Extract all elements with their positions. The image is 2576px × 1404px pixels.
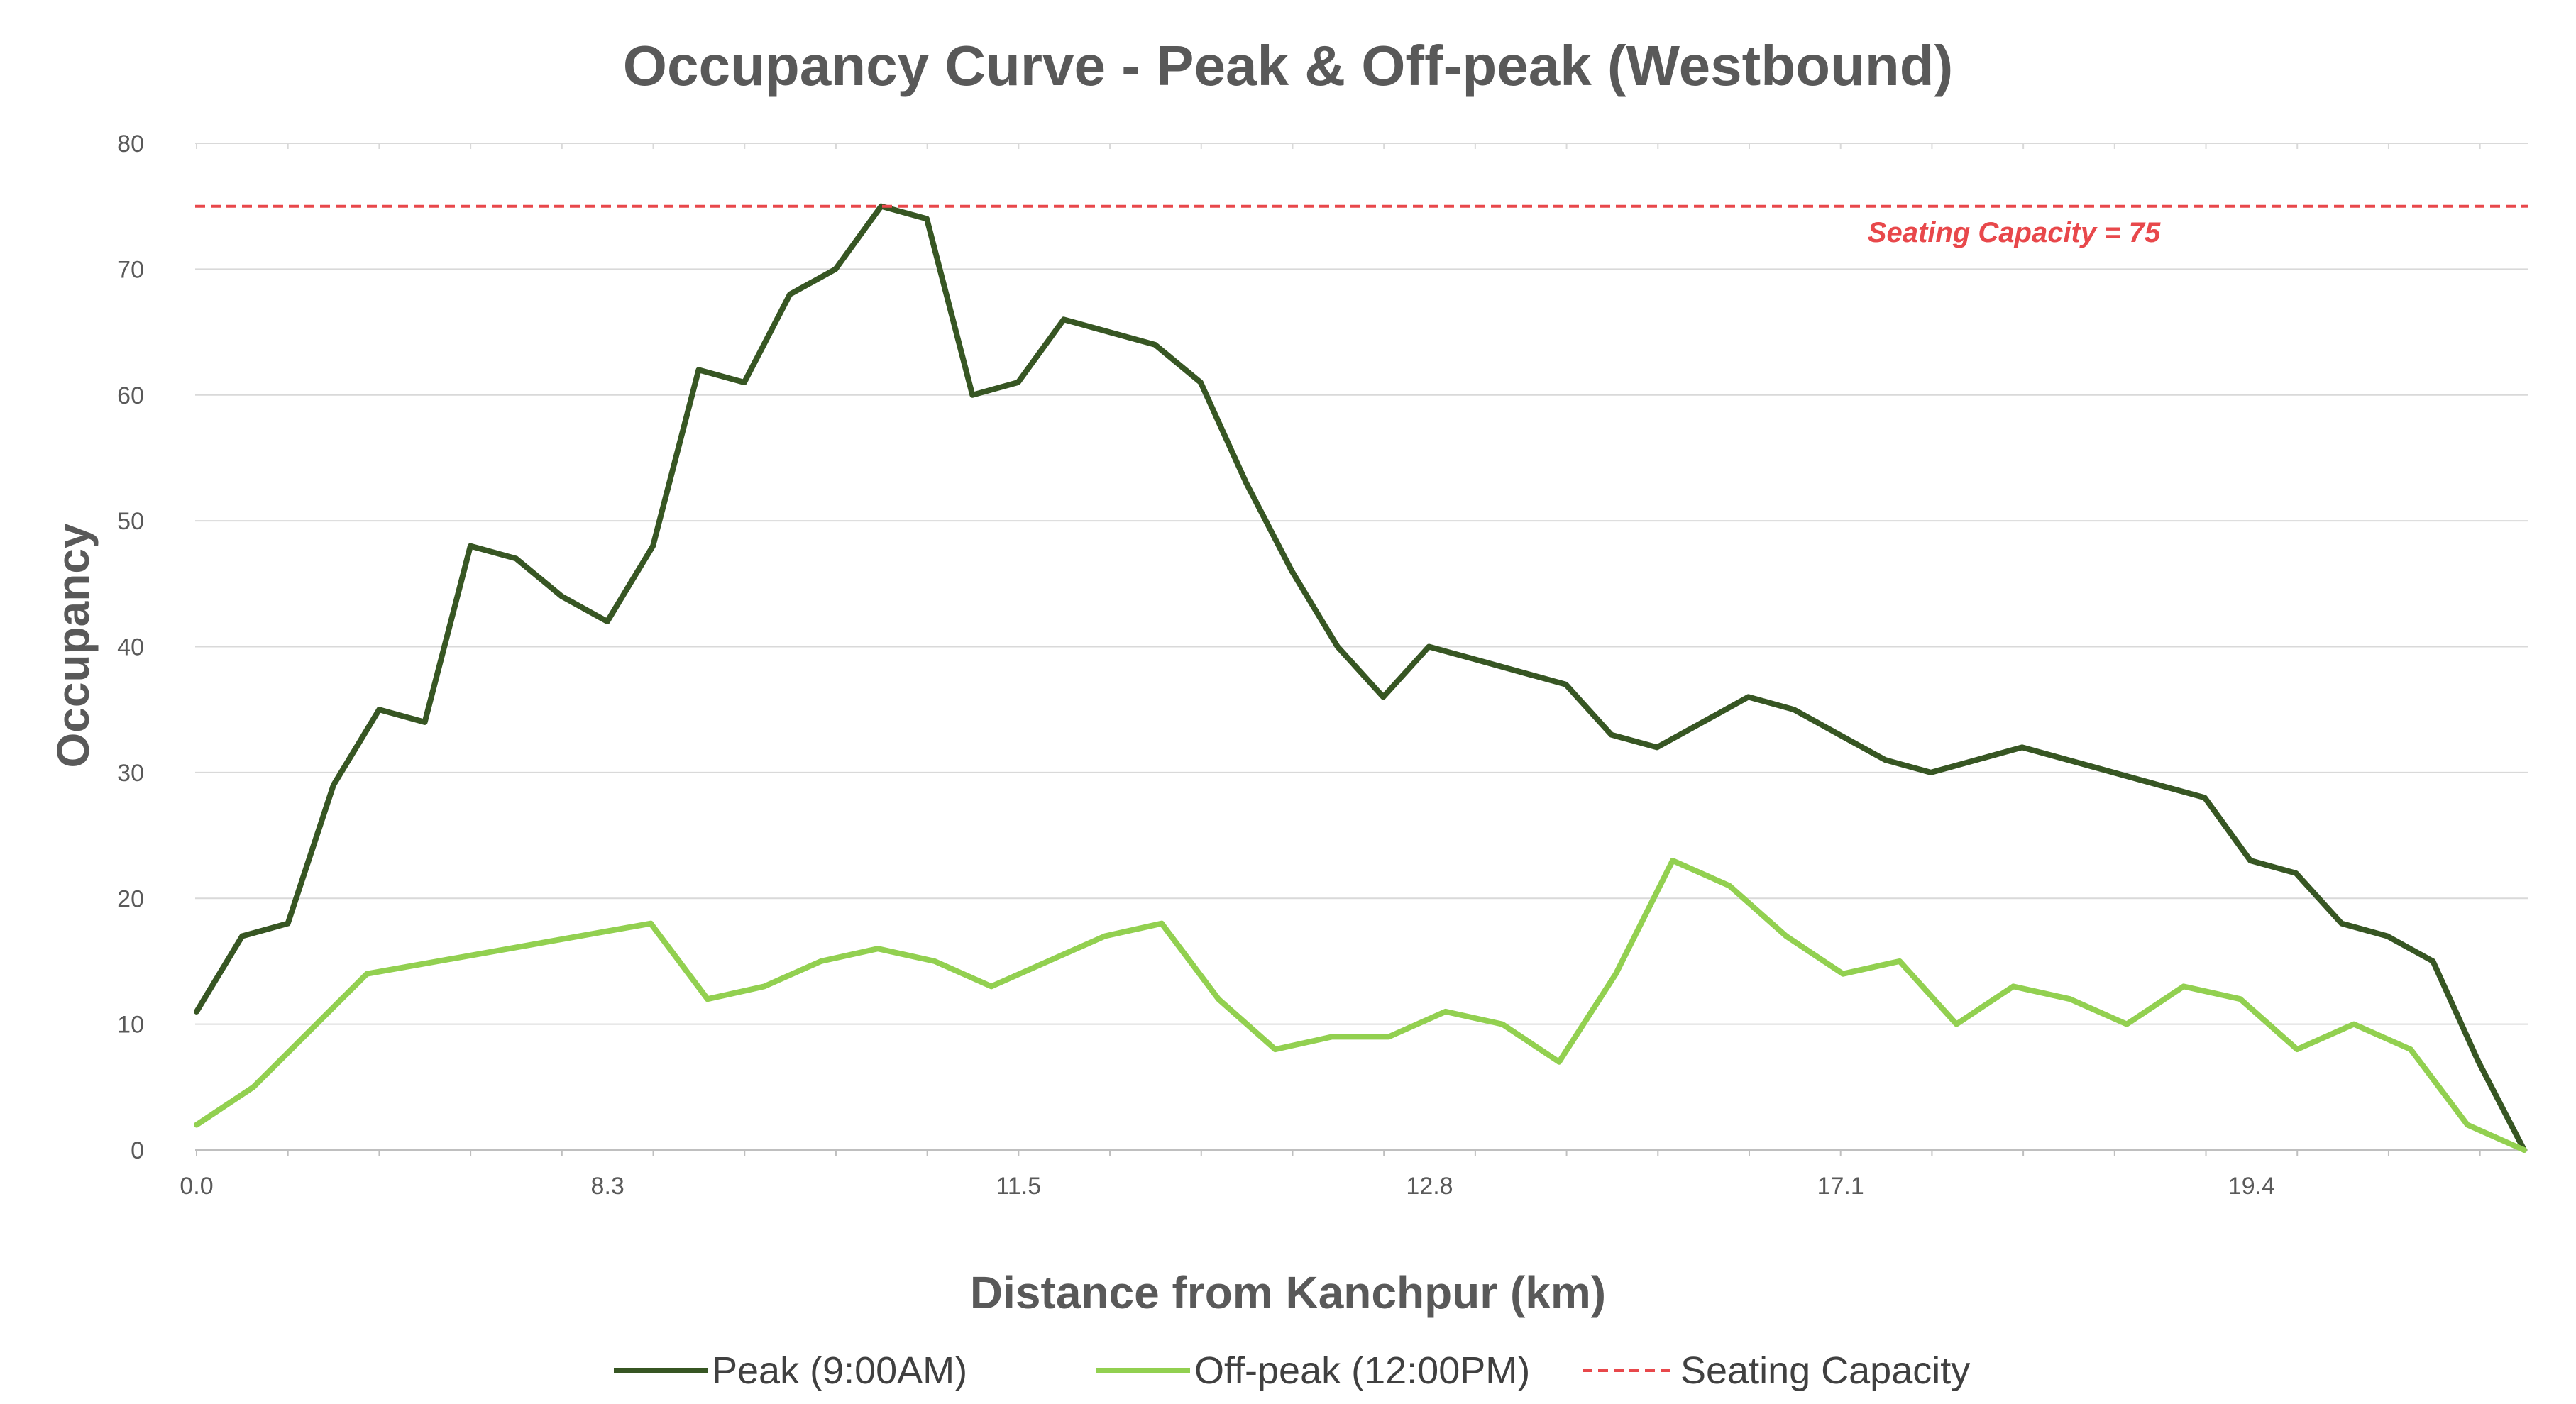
series-line-1 [194,858,2527,1153]
seating-capacity-annotation: Seating Capacity = 75 [1868,217,2161,248]
y-tick-label: 10 [117,1012,144,1039]
y-tick-label: 0 [131,1137,144,1164]
x-tick-label: 11.5 [996,1173,1042,1200]
y-tick-label: 60 [117,382,144,409]
x-axis-title: Distance from Kanchpur (km) [970,1267,1606,1318]
y-tick-label: 80 [117,131,144,157]
series-layer [194,203,2528,1153]
legend: Peak (9:00AM) Off-peak (12:00PM) Seating C… [614,1349,1970,1392]
x-tick-label: 8.3 [591,1173,624,1200]
y-tick-label: 30 [117,760,144,787]
legend-label: Peak (9:00AM) [712,1349,967,1392]
x-tick-label: 12.8 [1406,1173,1453,1200]
x-axis-ticks: 0.0 8.3 11.5 12.8 17.1 19.4 [180,1173,2275,1200]
y-tick-label: 50 [117,508,144,535]
x-tick-label: 19.4 [2228,1173,2275,1200]
series-line-0 [194,203,2527,1153]
y-axis-ticks: 0 10 20 30 40 50 60 70 80 [117,131,144,1164]
y-tick-label: 20 [117,885,144,912]
y-tick-label: 40 [117,634,144,661]
gridlines [195,143,2528,1156]
x-tick-label: 0.0 [180,1173,213,1200]
chart-title: Occupancy Curve - Peak & Off-peak (Westb… [623,34,1953,97]
y-axis-title: Occupancy [48,523,99,768]
y-tick-label: 70 [117,256,144,283]
legend-label: Seating Capacity [1680,1349,1970,1392]
x-tick-label: 17.1 [1817,1173,1864,1200]
legend-label: Off-peak (12:00PM) [1194,1349,1530,1392]
